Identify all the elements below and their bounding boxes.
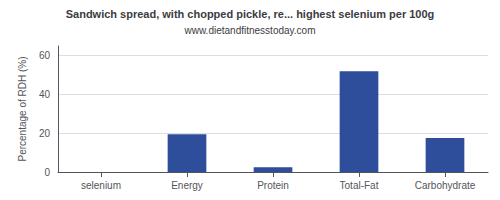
svg-text:40: 40 — [39, 89, 51, 100]
svg-text:www.dietandfitnesstoday.com: www.dietandfitnesstoday.com — [184, 25, 316, 36]
svg-text:0: 0 — [44, 167, 50, 178]
svg-text:20: 20 — [39, 128, 51, 139]
svg-text:Total-Fat: Total-Fat — [340, 180, 379, 191]
svg-text:Carbohydrate: Carbohydrate — [415, 180, 476, 191]
svg-text:Sandwich spread, with chopped: Sandwich spread, with chopped pickle, re… — [66, 8, 435, 20]
svg-text:60: 60 — [39, 50, 51, 61]
svg-text:Percentage of RDH (%): Percentage of RDH (%) — [17, 56, 28, 161]
svg-text:Protein: Protein — [257, 180, 289, 191]
svg-text:selenium: selenium — [81, 180, 121, 191]
svg-text:Energy: Energy — [171, 180, 203, 191]
